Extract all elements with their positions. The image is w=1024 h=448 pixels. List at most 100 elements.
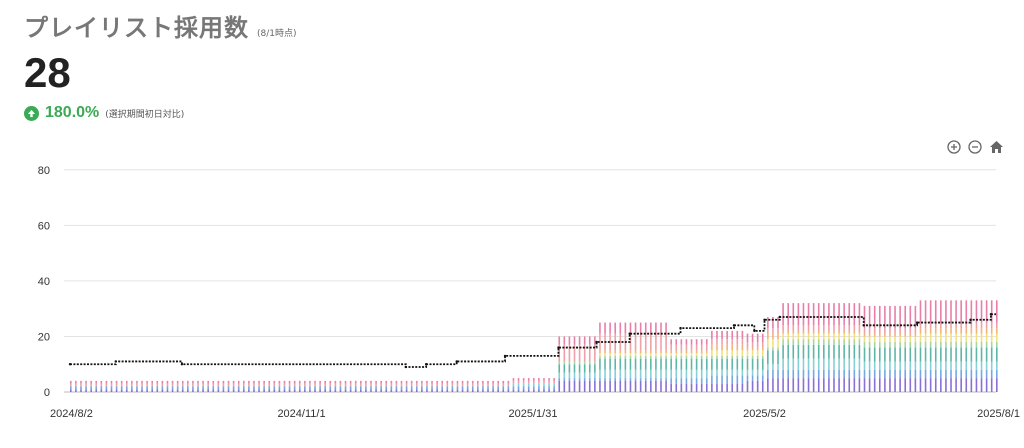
stack-bar	[660, 380, 662, 392]
stack-bar	[853, 339, 856, 345]
stack-bar	[573, 344, 576, 362]
delta-note: (選択期間初日対比)	[105, 109, 185, 120]
stack-bar	[131, 389, 133, 392]
stack-bar	[482, 386, 484, 390]
stack-bar	[415, 383, 418, 387]
stack-bar	[924, 361, 927, 370]
stack-bar	[614, 355, 617, 359]
stack-bar	[909, 378, 912, 392]
stack-bar	[685, 369, 688, 379]
stack-bar	[298, 383, 301, 387]
stack-bar	[767, 369, 769, 379]
stack-bar	[349, 383, 352, 387]
stack-bar	[655, 380, 657, 392]
stack-bar	[634, 369, 637, 379]
total-point	[862, 324, 865, 327]
stack-bar	[176, 380, 179, 384]
stack-bar	[863, 333, 866, 337]
stack-bar	[863, 369, 866, 379]
stack-bar	[975, 333, 978, 342]
stack-bar	[960, 378, 962, 392]
stack-bar	[400, 383, 403, 387]
stack-bar	[975, 369, 978, 379]
stack-bar	[436, 380, 438, 384]
stack-bar	[441, 383, 444, 387]
stack-bar	[777, 339, 779, 348]
stack-bar	[675, 378, 678, 384]
stack-bar	[848, 378, 851, 392]
stack-bar	[929, 333, 932, 342]
stack-bar	[583, 364, 586, 373]
stack-bar	[934, 322, 937, 329]
stack-bar	[136, 386, 138, 390]
stack-bar	[456, 386, 459, 390]
stack-bar	[405, 383, 408, 387]
stack-bar	[665, 322, 667, 334]
stack-bar	[604, 358, 606, 370]
stack-bar	[838, 333, 840, 340]
stack-bar	[787, 339, 789, 345]
stack-bar	[940, 333, 942, 342]
stack-bar	[405, 386, 408, 390]
stack-bar	[863, 336, 866, 342]
stack-bar	[802, 303, 805, 326]
stack-bar	[385, 386, 388, 390]
stack-bar	[797, 325, 800, 331]
stack-bar	[85, 386, 87, 390]
stack-bar	[324, 380, 326, 384]
stack-bar	[823, 369, 825, 379]
stack-bar	[512, 389, 515, 392]
stack-bar	[273, 386, 276, 390]
stack-bar	[848, 330, 851, 334]
stack-bar	[497, 380, 499, 384]
stack-bar	[395, 386, 398, 390]
stack-bar	[548, 383, 550, 387]
stack-bar	[945, 333, 947, 342]
stack-bar	[924, 333, 927, 342]
stack-bar	[761, 358, 764, 370]
stack-bar	[650, 380, 652, 392]
stack-bar	[604, 355, 606, 359]
home-icon[interactable]	[988, 139, 1004, 155]
stack-bar	[965, 378, 968, 392]
stack-bar	[817, 303, 820, 326]
stack-bar	[258, 386, 260, 390]
stack-bar	[833, 330, 835, 334]
stack-bar	[298, 380, 301, 384]
stack-bar	[960, 333, 962, 342]
stack-bar	[868, 342, 871, 348]
stack-bar	[237, 380, 240, 384]
stack-bar	[563, 344, 566, 362]
stack-bar	[904, 328, 907, 334]
stack-bar	[690, 378, 693, 384]
stack-bar	[665, 350, 667, 354]
stack-bar	[884, 342, 886, 348]
stack-bar	[904, 369, 907, 379]
stack-bar	[161, 383, 164, 387]
stack-bar	[980, 300, 983, 323]
stack-bar	[583, 361, 586, 365]
stack-bar	[639, 369, 642, 379]
stack-bar	[202, 383, 204, 387]
stack-bar	[217, 386, 220, 390]
stack-bar	[487, 383, 489, 387]
stack-bar	[980, 378, 983, 392]
stack-bar	[878, 305, 881, 329]
stack-bar	[471, 383, 474, 387]
stack-bar	[705, 353, 708, 356]
stack-bar	[95, 380, 98, 384]
zoom-in-icon[interactable]	[946, 139, 962, 155]
stack-bar	[685, 383, 688, 392]
stack-bar	[894, 342, 896, 348]
stack-bar	[298, 386, 301, 390]
stack-bar	[624, 358, 627, 370]
stack-bar	[777, 333, 779, 340]
stack-bar	[909, 333, 912, 337]
stack-bar	[848, 339, 851, 345]
stack-bar	[644, 355, 647, 359]
stack-bar	[644, 380, 647, 392]
stack-bar	[568, 372, 571, 379]
stack-bar	[655, 353, 657, 356]
stack-bar	[716, 358, 718, 370]
zoom-out-icon[interactable]	[967, 139, 983, 155]
